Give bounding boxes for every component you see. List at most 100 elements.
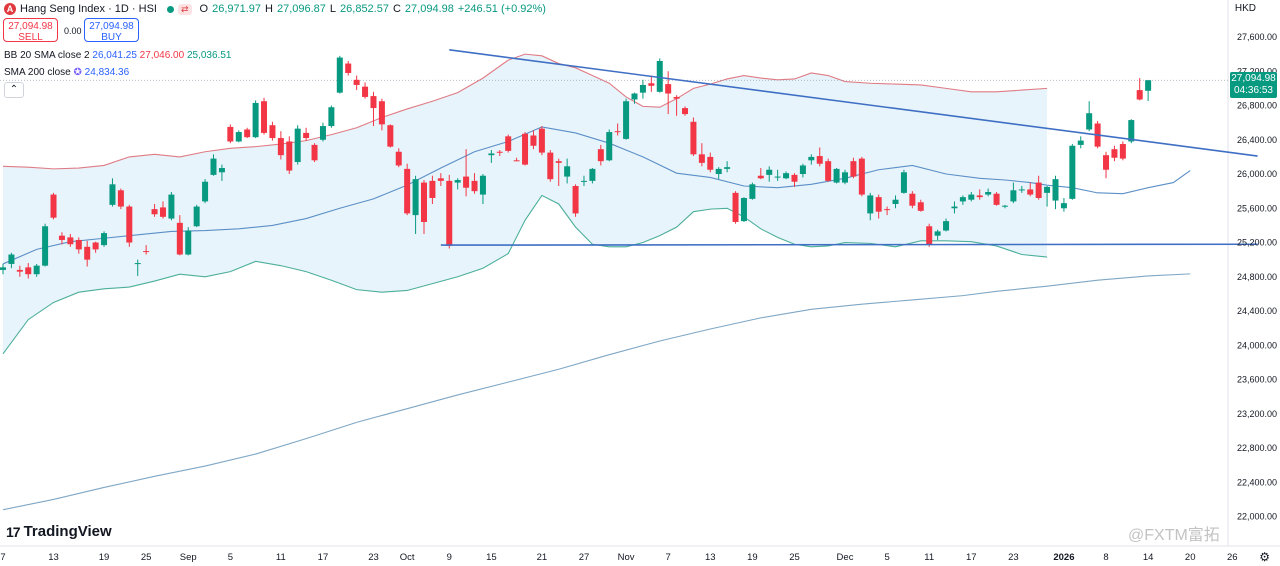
candle-body (934, 231, 941, 236)
candle-body (84, 246, 91, 260)
candle-body (8, 254, 15, 264)
y-tick-label: 23,600.00 (1237, 375, 1277, 385)
candle-body (580, 180, 587, 182)
candle-body (202, 181, 209, 202)
candle-body (690, 121, 697, 155)
candle-body (732, 192, 739, 222)
y-tick-label: 26,000.00 (1237, 169, 1277, 179)
candle-body (159, 207, 166, 217)
candle-body (370, 96, 377, 109)
candle-body (564, 166, 571, 177)
candle-body (816, 156, 823, 164)
bb-upper-value: 27,046.00 (139, 50, 185, 61)
candle-body (791, 174, 798, 182)
y-tick-label: 26,400.00 (1237, 135, 1277, 145)
sma-settings-icon[interactable]: ✪ (73, 67, 82, 78)
candle-body (597, 149, 604, 162)
candle-body (42, 226, 49, 266)
last-price-value: 27,094.98 (1231, 73, 1276, 84)
candle-body (176, 222, 183, 255)
x-tick-label: 17 (966, 552, 977, 563)
candle-body (538, 128, 545, 153)
candle-body (387, 125, 394, 147)
candle-body (867, 195, 874, 214)
buy-button[interactable]: 27,094.98 BUY (84, 18, 139, 43)
bb-lower-line (2, 194, 1048, 355)
exchange-logo-icon: A (4, 3, 16, 15)
candle-body (774, 176, 781, 178)
candle-body (1136, 90, 1143, 100)
x-tick-label: 8 (1103, 552, 1108, 563)
candle-body (673, 96, 680, 99)
candle-body (294, 128, 301, 163)
y-tick-label: 25,200.00 (1237, 238, 1277, 248)
sma-value: 24,834.36 (84, 67, 130, 78)
bb-legend[interactable]: BB 20 SMA close 2 26,041.25 27,046.00 25… (4, 50, 231, 61)
candle-body (1001, 205, 1008, 207)
candle-body (1103, 155, 1110, 170)
candle-body (479, 175, 486, 195)
x-tick-label: 20 (1185, 552, 1196, 563)
candle-body (303, 132, 310, 139)
candle-body (252, 102, 259, 138)
candle-body (1145, 80, 1152, 91)
candle-body (749, 184, 756, 199)
x-tick-label: 5 (228, 552, 233, 563)
chevron-up-icon[interactable]: ⌃ (4, 82, 24, 98)
candle-body (378, 101, 385, 125)
candle-body (875, 197, 882, 212)
candle-body (50, 194, 57, 218)
x-tick-label: 9 (447, 552, 452, 563)
trendline-support (440, 243, 1258, 246)
candle-body (126, 206, 133, 243)
candle-body (101, 233, 108, 246)
candle-body (235, 132, 242, 142)
candle-body (665, 84, 672, 94)
candle-body (707, 156, 714, 170)
candle-body (421, 182, 427, 222)
bb-basis-value: 26,041.25 (92, 50, 137, 61)
x-tick-label: Sep (180, 552, 197, 563)
candle-body (210, 158, 217, 175)
y-tick-label: 25,600.00 (1237, 203, 1277, 213)
x-tick-label: 5 (884, 552, 889, 563)
candle-body (67, 237, 74, 245)
x-tick-label: 13 (48, 552, 59, 563)
candle-body (1128, 120, 1135, 142)
currency-exchange-icon[interactable]: ⇄ (177, 3, 192, 15)
bar-countdown: 04:36:53 (1234, 85, 1273, 96)
candle-body (143, 251, 150, 253)
sma200-line (2, 273, 1191, 511)
trendline-resistance (449, 49, 1258, 157)
candle-body (639, 84, 646, 93)
candle-body (58, 235, 65, 240)
y-tick-label: 27,200.00 (1237, 66, 1277, 76)
candle-body (892, 199, 899, 204)
sell-button[interactable]: 27,094.98 SELL (3, 18, 58, 43)
y-tick-label: 27,600.00 (1237, 32, 1277, 42)
candle-body (833, 168, 840, 183)
candle-body (311, 144, 318, 161)
candle-body (740, 197, 747, 222)
tradingview-logo[interactable]: 17 TradingView (6, 523, 112, 540)
candle-body (471, 180, 478, 192)
candle-body (328, 107, 335, 127)
candle-body (589, 168, 596, 181)
bb-upper-line (2, 53, 1048, 170)
candle-body (842, 172, 848, 183)
candle-body (16, 269, 23, 272)
candle-body (25, 267, 32, 275)
sma-legend[interactable]: SMA 200 close ✪ 24,834.36 (4, 67, 129, 78)
x-tick-label: 17 (318, 552, 329, 563)
currency-label[interactable]: HKD (1234, 3, 1256, 14)
x-tick-label: 23 (368, 552, 379, 563)
candle-body (959, 197, 966, 202)
symbol-title[interactable]: Hang Seng Index · 1D · HSI (20, 3, 157, 15)
x-tick-label: 21 (537, 552, 548, 563)
x-tick-label: 15 (486, 552, 497, 563)
candle-body (968, 194, 975, 200)
y-tick-label: 22,800.00 (1237, 443, 1277, 453)
candle-body (943, 221, 950, 231)
gear-icon[interactable]: ⚙ (1259, 550, 1270, 564)
